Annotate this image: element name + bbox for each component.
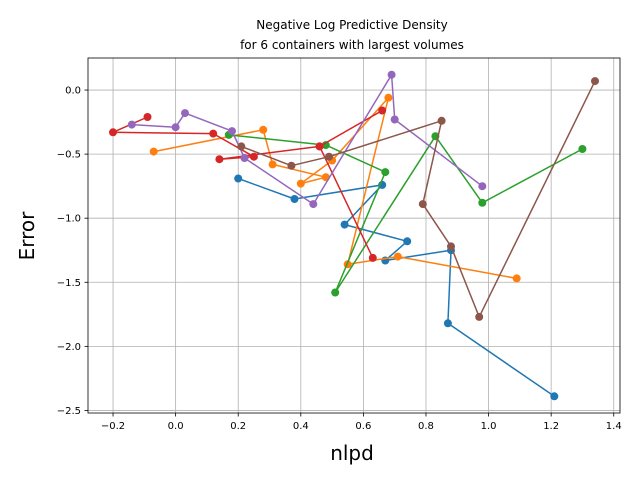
data-point — [512, 274, 521, 283]
data-point — [390, 115, 399, 124]
x-tick-label: 1.0 — [481, 421, 497, 432]
data-point — [437, 116, 446, 125]
ticks: −0.2 0.0 0.2 0.4 0.6 0.8 1.0 1.2 1.4 −2.5 −2.0 −1.5… — [57, 86, 622, 432]
x-tick-label: 0.6 — [355, 421, 371, 432]
data-point — [443, 319, 452, 328]
y-tick-label: −1.5 — [57, 278, 81, 289]
series-line — [241, 80, 596, 318]
data-point — [475, 312, 484, 321]
chart-title-line1: Negative Log Predictive Density — [256, 18, 448, 32]
y-tick-label: −0.5 — [57, 150, 81, 161]
data-point — [296, 179, 305, 188]
x-tick-label: 1.2 — [543, 421, 559, 432]
data-point — [591, 77, 599, 86]
data-point — [550, 392, 559, 401]
x-tick-label: 0.4 — [293, 421, 309, 432]
data-point — [234, 174, 243, 183]
data-point — [149, 147, 158, 156]
data-point — [249, 152, 258, 161]
y-tick-label: 0.0 — [65, 86, 81, 97]
x-tick-label: −0.2 — [101, 421, 125, 432]
y-axis-label: Error — [15, 211, 39, 261]
data-point — [478, 182, 487, 191]
x-tick-label: 0.0 — [168, 421, 184, 432]
data-point — [209, 129, 218, 138]
data-point — [290, 195, 299, 203]
data-point — [340, 220, 349, 229]
data-point — [127, 120, 136, 129]
x-axis-label: nlpd — [330, 441, 374, 465]
data-point — [368, 253, 377, 262]
data-point — [259, 125, 268, 134]
x-tick-label: 0.2 — [230, 421, 246, 432]
data-point — [215, 155, 224, 164]
data-point — [387, 70, 396, 79]
series-1 — [234, 174, 559, 401]
data-point — [578, 145, 587, 153]
data-point — [331, 288, 340, 297]
data-point — [181, 109, 189, 118]
data-point — [287, 161, 296, 170]
data-point — [171, 123, 180, 132]
data-point — [315, 142, 324, 151]
data-point — [447, 242, 455, 251]
data-point — [228, 127, 236, 136]
data-point — [109, 128, 117, 137]
data-point — [418, 200, 427, 209]
y-tick-label: −1.0 — [57, 214, 81, 225]
data-point — [393, 252, 402, 261]
chart-title-line2: for 6 containers with largest volumes — [240, 38, 464, 52]
data-point — [403, 237, 412, 246]
data-point — [381, 168, 390, 177]
x-tick-label: 1.4 — [606, 421, 622, 432]
data-point — [378, 106, 387, 115]
data-point — [143, 113, 152, 121]
data-point — [384, 93, 393, 102]
data-point — [237, 142, 246, 151]
plot-frame — [87, 57, 621, 414]
data-point — [478, 198, 487, 207]
data-point — [309, 200, 318, 209]
data-point — [240, 154, 249, 162]
y-tick-label: −2.5 — [57, 406, 81, 417]
series-5 — [127, 70, 487, 209]
series-4 — [109, 106, 387, 262]
series-layer — [109, 70, 599, 401]
data-point — [325, 152, 333, 161]
x-tick-label: 0.8 — [418, 421, 434, 432]
data-point — [321, 141, 330, 150]
series-6 — [237, 77, 599, 321]
data-point — [268, 160, 277, 169]
y-tick-label: −2.0 — [57, 342, 81, 353]
